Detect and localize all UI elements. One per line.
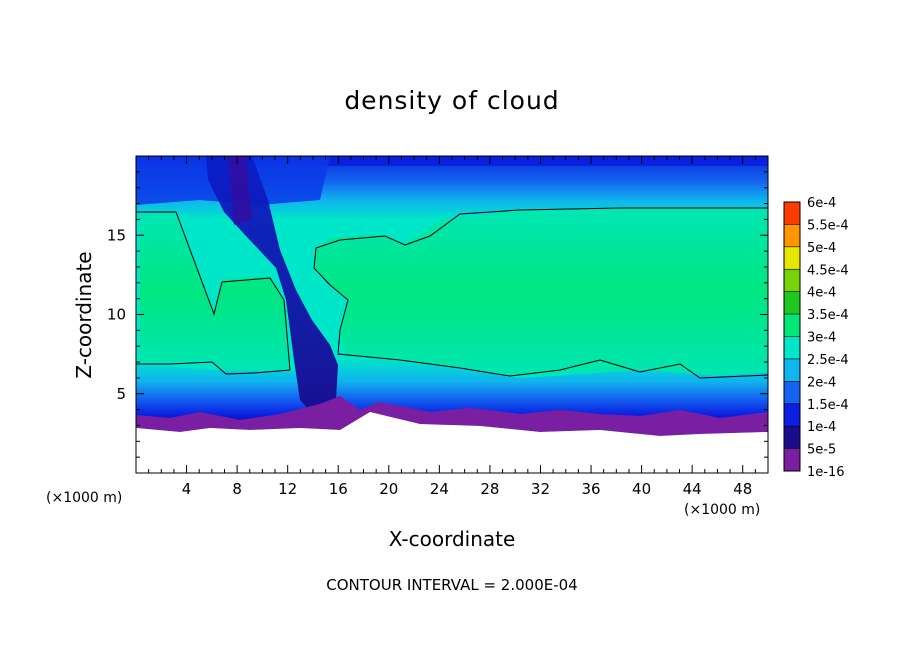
colorbar-swatch [784, 448, 800, 471]
x-tick-label: 4 [182, 480, 192, 498]
x-tick-label: 36 [581, 480, 600, 498]
colorbar: 1e-16 5e-5 1e-4 1.5e-4 2e-4 2.5e-4 3e-4 3.5e-4 4… [783, 196, 849, 480]
cloud-base-band [136, 396, 768, 436]
x-tick-label: 40 [632, 480, 651, 498]
x-axis: 4 8 12 16 20 24 28 32 36 40 44 48 [148, 156, 769, 498]
x-axis-unit-left: (×1000 m) [46, 490, 123, 506]
colorbar-label: 3e-4 [807, 331, 836, 346]
colorbar-swatch [784, 224, 800, 247]
colorbar-label: 5.5e-4 [807, 218, 849, 233]
colorbar-label: 1e-16 [807, 465, 845, 480]
x-tick-label: 28 [480, 480, 499, 498]
colorbar-swatch [784, 336, 800, 359]
y-tick-label: 5 [116, 385, 126, 403]
colorbar-swatch [784, 426, 800, 449]
colorbar-swatch [784, 202, 800, 225]
colorbar-swatch [784, 381, 800, 404]
x-tick-label: 20 [379, 480, 398, 498]
colorbar-label: 6e-4 [807, 196, 836, 211]
density-field [136, 156, 768, 473]
colorbar-label: 5e-4 [807, 241, 836, 256]
x-tick-label: 16 [329, 480, 348, 498]
clear-region [136, 412, 768, 473]
contour-interval-note: CONTOUR INTERVAL = 2.000E-04 [326, 576, 578, 594]
core-region-left [140, 212, 290, 372]
colorbar-label: 1e-4 [807, 420, 836, 435]
colorbar-label: 2e-4 [807, 375, 836, 390]
y-tick-label: 10 [107, 306, 126, 324]
colorbar-label: 5e-5 [807, 443, 836, 458]
x-tick-label: 24 [430, 480, 449, 498]
x-tick-label: 32 [531, 480, 550, 498]
y-tick-label: 15 [107, 226, 126, 244]
core-region-right [315, 208, 768, 378]
chart-title: density of cloud [344, 86, 560, 115]
y-axis: 5 10 15 [107, 171, 768, 458]
colorbar-label: 4e-4 [807, 286, 836, 301]
colorbar-swatch [784, 269, 800, 292]
colorbar-swatch [784, 314, 800, 337]
x-tick-label: 12 [278, 480, 297, 498]
x-axis-unit-right: (×1000 m) [684, 502, 761, 518]
colorbar-swatch [784, 291, 800, 315]
contour-line-left [136, 211, 291, 375]
lower-layer [136, 358, 768, 425]
colorbar-label: 4.5e-4 [807, 263, 849, 278]
colorbar-label: 2.5e-4 [807, 353, 849, 368]
x-tick-label: 8 [232, 480, 242, 498]
top-band [136, 156, 768, 166]
contour-line-right [313, 207, 768, 379]
x-axis-label: X-coordinate [388, 527, 516, 551]
colorbar-label: 1.5e-4 [807, 398, 849, 413]
colorbar-swatch [784, 358, 800, 382]
colorbar-label: 3.5e-4 [807, 308, 849, 323]
x-tick-label: 44 [683, 480, 702, 498]
colorbar-swatch [784, 403, 800, 427]
plume-core [228, 156, 252, 225]
x-tick-label: 48 [733, 480, 752, 498]
colorbar-swatch [784, 246, 800, 270]
